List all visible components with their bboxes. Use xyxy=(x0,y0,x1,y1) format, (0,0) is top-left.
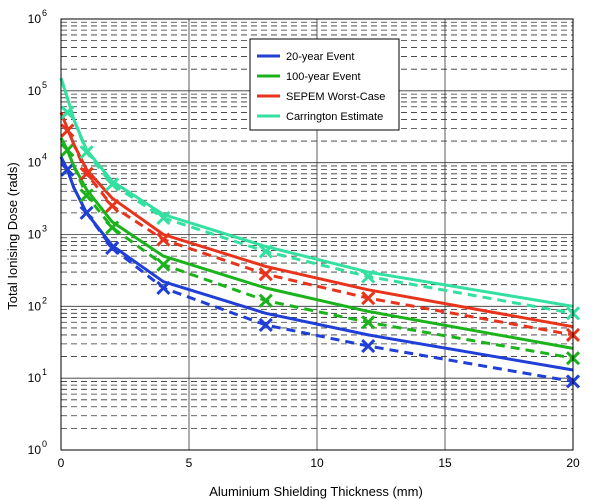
series-marker xyxy=(105,220,120,235)
series-marker xyxy=(258,244,273,259)
series-marker xyxy=(361,291,376,306)
series-marker xyxy=(361,338,376,354)
y-tick-label: 10 xyxy=(28,156,42,170)
plot-frame xyxy=(60,18,574,451)
y-tick-exponent: 0 xyxy=(42,439,47,449)
series-marker xyxy=(79,205,94,220)
series-marker xyxy=(105,177,120,192)
y-axis-label: Total Ionising Dose (rads) xyxy=(5,162,20,309)
y-tick-exponent: 1 xyxy=(42,367,47,377)
y-tick-label: 10 xyxy=(28,443,42,457)
series-marker xyxy=(258,317,273,333)
series-marker xyxy=(156,210,171,226)
series-marker xyxy=(156,280,171,296)
grid-lines xyxy=(61,19,573,450)
x-tick-label: 20 xyxy=(566,456,580,470)
y-tick-label: 10 xyxy=(28,299,42,313)
series-marker xyxy=(79,188,94,203)
series-marker xyxy=(60,142,75,158)
series-marker xyxy=(79,145,94,160)
y-tick-label: 10 xyxy=(28,228,42,242)
y-tick-label: 10 xyxy=(28,84,42,98)
series-marker xyxy=(156,257,171,272)
series-marker xyxy=(258,293,273,308)
series-marker xyxy=(60,105,75,120)
series-marker xyxy=(60,162,75,177)
y-tick-exponent: 6 xyxy=(42,8,47,18)
series-layer xyxy=(59,77,581,389)
x-tick-label: 0 xyxy=(58,456,65,470)
series-marker xyxy=(60,123,75,138)
series-marker xyxy=(105,198,120,213)
x-axis-label: Aluminium Shielding Thickness (mm) xyxy=(209,484,423,499)
y-tick-exponent: 3 xyxy=(42,224,47,234)
legend-label: Carrington Estimate xyxy=(286,111,383,123)
legend-label: 100-year Event xyxy=(286,71,361,83)
x-tick-label: 10 xyxy=(310,456,324,470)
x-tick-label: 5 xyxy=(186,456,193,470)
series-marker xyxy=(361,269,376,284)
series-marker xyxy=(258,267,273,282)
series-fit-line xyxy=(59,156,574,372)
legend-label: SEPEM Worst-Case xyxy=(286,91,385,103)
legend-label: 20-year Event xyxy=(286,51,354,63)
legend: 20-year Event 100-year Event SEPEM Worst-C… xyxy=(249,38,400,131)
x-tick-label: 15 xyxy=(438,456,452,470)
series-marker xyxy=(361,315,376,330)
series-fit-line xyxy=(59,137,574,350)
y-tick-label: 10 xyxy=(28,371,42,385)
series-marker xyxy=(105,240,120,255)
y-tick-exponent: 4 xyxy=(42,152,47,162)
y-tick-exponent: 2 xyxy=(42,295,47,305)
series-marker xyxy=(156,232,171,247)
series-marker xyxy=(79,166,94,181)
y-tick-label: 10 xyxy=(28,12,42,26)
series-fit-line xyxy=(59,77,574,308)
y-tick-exponent: 5 xyxy=(42,80,47,90)
